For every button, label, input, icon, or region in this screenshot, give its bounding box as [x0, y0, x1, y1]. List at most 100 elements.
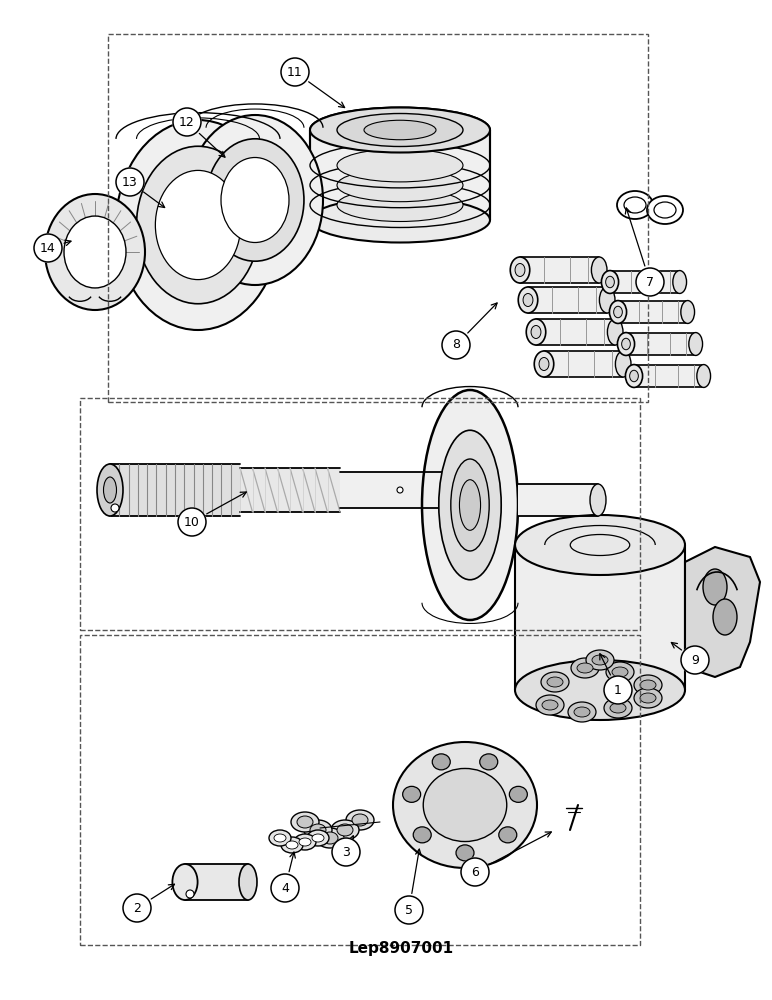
Ellipse shape [291, 812, 319, 832]
Ellipse shape [187, 115, 323, 285]
Ellipse shape [617, 191, 653, 219]
Bar [544, 351, 623, 377]
Ellipse shape [510, 786, 527, 802]
Text: 12: 12 [179, 115, 195, 128]
Ellipse shape [518, 287, 538, 313]
Ellipse shape [531, 326, 541, 338]
Ellipse shape [534, 351, 554, 377]
Ellipse shape [456, 845, 474, 861]
Ellipse shape [577, 663, 593, 673]
Ellipse shape [630, 370, 638, 382]
Circle shape [636, 268, 664, 296]
Ellipse shape [423, 768, 506, 842]
Bar [108, 34, 648, 402]
Ellipse shape [713, 599, 737, 635]
Ellipse shape [624, 197, 646, 213]
Text: 10: 10 [184, 516, 200, 528]
Ellipse shape [403, 786, 421, 802]
Ellipse shape [615, 351, 631, 377]
Ellipse shape [625, 365, 642, 387]
Ellipse shape [697, 365, 710, 387]
Ellipse shape [337, 169, 463, 202]
Ellipse shape [621, 338, 631, 350]
Ellipse shape [221, 157, 289, 242]
Ellipse shape [286, 841, 298, 849]
Ellipse shape [586, 650, 614, 670]
Ellipse shape [331, 820, 359, 840]
Ellipse shape [239, 864, 257, 900]
Ellipse shape [689, 333, 703, 355]
Ellipse shape [155, 170, 241, 280]
Ellipse shape [601, 271, 618, 293]
Ellipse shape [515, 660, 685, 720]
Ellipse shape [294, 834, 316, 850]
Circle shape [116, 168, 144, 196]
Ellipse shape [612, 667, 628, 677]
Bar [536, 319, 615, 345]
Ellipse shape [523, 294, 533, 306]
Circle shape [123, 894, 151, 922]
Ellipse shape [281, 837, 303, 853]
Text: 11: 11 [287, 66, 303, 79]
Ellipse shape [337, 113, 463, 146]
Ellipse shape [634, 688, 662, 708]
Ellipse shape [310, 198, 490, 242]
Ellipse shape [337, 824, 353, 836]
Ellipse shape [681, 301, 695, 323]
Ellipse shape [64, 216, 126, 288]
Text: 4: 4 [281, 882, 289, 894]
Ellipse shape [111, 504, 119, 512]
Ellipse shape [310, 107, 490, 152]
Ellipse shape [322, 832, 338, 844]
Ellipse shape [393, 742, 537, 868]
Ellipse shape [568, 702, 596, 722]
Ellipse shape [604, 698, 632, 718]
Text: 3: 3 [342, 846, 350, 858]
Ellipse shape [609, 301, 627, 323]
Ellipse shape [640, 680, 656, 690]
Circle shape [681, 646, 709, 674]
Ellipse shape [539, 358, 549, 370]
Ellipse shape [116, 120, 280, 330]
Ellipse shape [451, 459, 489, 551]
Ellipse shape [606, 276, 615, 288]
Ellipse shape [432, 754, 450, 770]
Ellipse shape [297, 816, 313, 828]
Ellipse shape [536, 695, 564, 715]
Ellipse shape [137, 146, 259, 304]
Ellipse shape [654, 202, 676, 218]
Ellipse shape [397, 487, 403, 493]
Bar [520, 257, 599, 283]
Ellipse shape [206, 139, 304, 261]
Ellipse shape [299, 838, 311, 846]
Ellipse shape [542, 700, 558, 710]
Ellipse shape [515, 515, 685, 575]
Ellipse shape [592, 655, 608, 665]
Circle shape [395, 896, 423, 924]
Bar [515, 545, 685, 690]
Ellipse shape [574, 707, 590, 717]
Ellipse shape [307, 830, 329, 846]
Ellipse shape [186, 890, 194, 898]
Text: 14: 14 [40, 241, 56, 254]
Ellipse shape [591, 257, 607, 283]
Ellipse shape [618, 333, 635, 355]
Ellipse shape [647, 196, 683, 224]
Bar [626, 333, 696, 355]
Text: 7: 7 [646, 275, 654, 288]
Circle shape [281, 58, 309, 86]
Ellipse shape [413, 827, 432, 843]
Bar [518, 484, 598, 516]
Ellipse shape [606, 662, 634, 682]
Circle shape [461, 858, 489, 886]
Ellipse shape [499, 827, 516, 843]
Bar [618, 301, 688, 323]
Circle shape [178, 508, 206, 536]
Ellipse shape [337, 188, 463, 222]
Ellipse shape [610, 703, 626, 713]
Ellipse shape [479, 754, 498, 770]
Ellipse shape [703, 569, 727, 605]
Ellipse shape [608, 319, 623, 345]
Ellipse shape [590, 484, 606, 516]
Bar [310, 130, 490, 220]
